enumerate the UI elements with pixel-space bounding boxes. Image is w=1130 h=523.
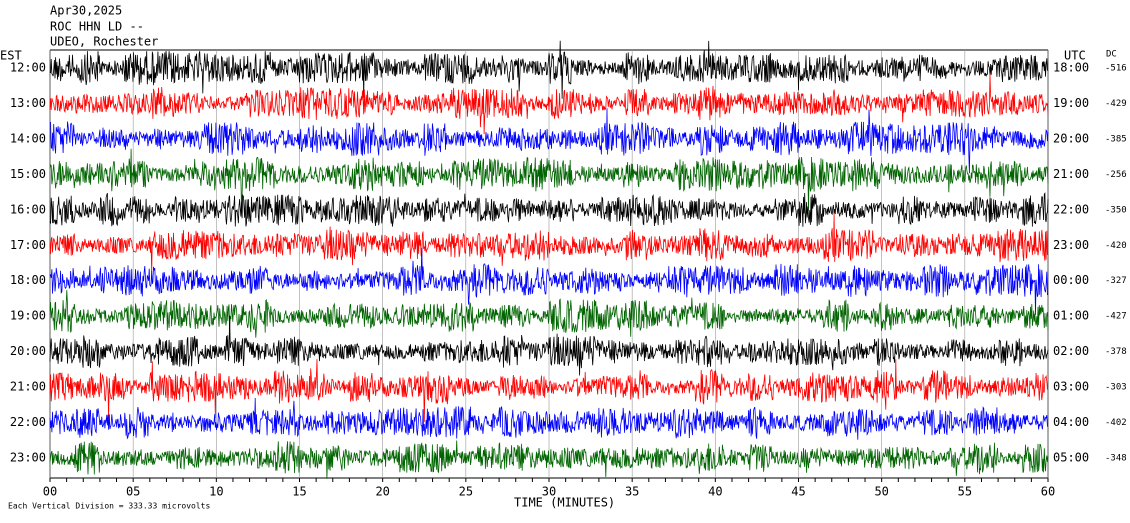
trace	[49, 40, 1049, 99]
right-axis-label: UTC	[1064, 49, 1086, 63]
right-time-label: 03:00	[1053, 380, 1089, 394]
x-tick-label: 50	[874, 485, 888, 499]
left-time-label: 14:00	[10, 131, 46, 145]
x-tick-label: 30	[542, 485, 556, 499]
left-time-label: 20:00	[10, 344, 46, 358]
left-time-label: 19:00	[10, 309, 46, 323]
dc-offset-label: -420	[1105, 241, 1127, 251]
dc-offset-label: -402	[1105, 418, 1127, 428]
footer: Each Vertical Division = 333.33 microvol…	[8, 502, 210, 511]
left-time-label: 13:00	[10, 96, 46, 110]
header-line: Apr30,2025	[50, 4, 122, 18]
x-axis-label: TIME (MINUTES)	[514, 496, 615, 510]
x-tick-label: 25	[459, 485, 473, 499]
dc-offset-label: -427	[1105, 312, 1127, 322]
left-time-label: 17:00	[10, 238, 46, 252]
right-time-label: 21:00	[1053, 167, 1089, 181]
x-tick-label: 00	[43, 485, 57, 499]
x-tick-label: 05	[126, 485, 140, 499]
left-time-label: 22:00	[10, 415, 46, 429]
left-time-label: 12:00	[10, 61, 46, 75]
trace	[49, 247, 1049, 315]
dc-label: DC	[1106, 50, 1117, 60]
left-time-label: 15:00	[10, 167, 46, 181]
header-line: ROC HHN LD --	[50, 20, 144, 34]
x-tick-label: 60	[1041, 485, 1055, 499]
left-time-label: 23:00	[10, 450, 46, 464]
left-time-label: 18:00	[10, 273, 46, 287]
x-tick-label: 35	[625, 485, 639, 499]
trace	[49, 397, 1049, 440]
x-tick-label: 45	[791, 485, 805, 499]
right-time-label: 01:00	[1053, 309, 1089, 323]
right-time-label: 19:00	[1053, 96, 1089, 110]
left-time-label: 21:00	[10, 380, 46, 394]
trace	[49, 290, 1049, 338]
right-time-label: 18:00	[1053, 61, 1089, 75]
trace	[49, 148, 1049, 211]
dc-offset-label: -303	[1105, 383, 1127, 393]
x-tick-label: 40	[708, 485, 722, 499]
right-time-label: 04:00	[1053, 415, 1089, 429]
x-tick-label: 55	[958, 485, 972, 499]
trace	[49, 212, 1049, 273]
right-time-label: 23:00	[1053, 238, 1089, 252]
trace	[49, 73, 1049, 135]
x-tick-label: 15	[292, 485, 306, 499]
header-line: UDEO, Rochester	[50, 35, 158, 49]
dc-offset-label: -516	[1105, 64, 1127, 74]
right-time-label: 02:00	[1053, 344, 1089, 358]
dc-offset-label: -378	[1105, 347, 1127, 357]
dc-offset-label: -385	[1105, 134, 1127, 144]
dc-offset-label: -256	[1105, 170, 1127, 180]
trace	[49, 192, 1049, 227]
left-axis-label: EST	[0, 49, 22, 63]
right-time-label: 00:00	[1053, 273, 1089, 287]
right-time-label: 05:00	[1053, 450, 1089, 464]
trace	[49, 359, 1049, 422]
trace	[49, 108, 1049, 174]
left-time-label: 16:00	[10, 202, 46, 216]
dc-offset-label: -350	[1105, 205, 1127, 215]
dc-offset-label: -327	[1105, 276, 1127, 286]
right-time-label: 20:00	[1053, 131, 1089, 145]
x-tick-label: 20	[375, 485, 389, 499]
right-time-label: 22:00	[1053, 202, 1089, 216]
trace	[49, 440, 1049, 479]
x-tick-label: 10	[209, 485, 223, 499]
trace	[49, 315, 1049, 376]
dc-offset-label: -429	[1105, 99, 1127, 109]
dc-offset-label: -348	[1105, 453, 1127, 463]
